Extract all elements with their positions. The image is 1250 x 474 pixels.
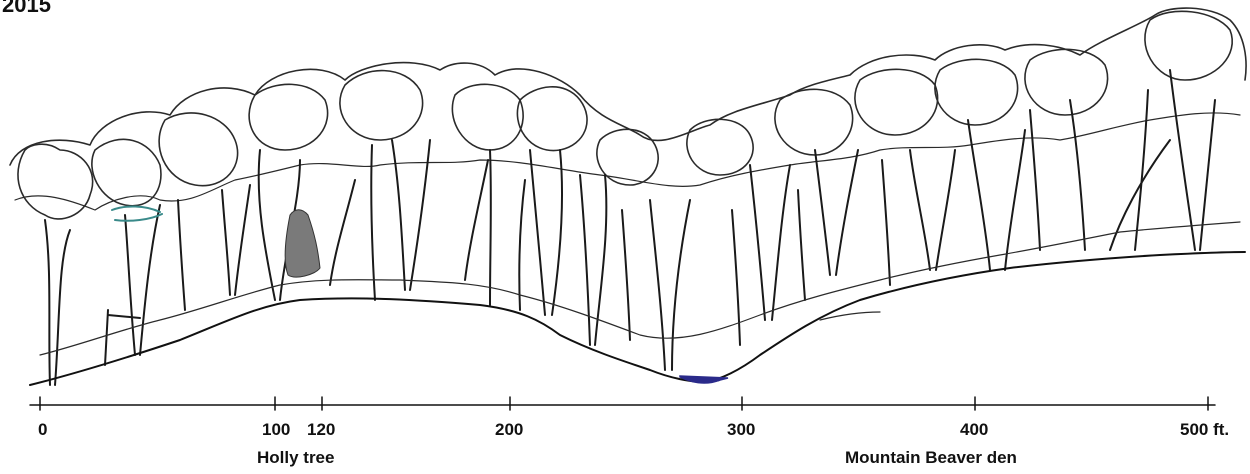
teal-mark <box>111 205 163 222</box>
axis-ticks <box>39 396 1209 411</box>
tick-label-400: 400 <box>960 420 989 439</box>
tick-label-120: 120 <box>307 420 336 439</box>
tick-label-200: 200 <box>495 420 524 439</box>
ground-profile <box>29 251 1246 386</box>
tick-label-0: 0 <box>38 420 48 439</box>
tick-label-500: 500 ft. <box>1180 420 1230 439</box>
landmark-mountain-beaver-den: Mountain Beaver den <box>845 448 1017 467</box>
canopy-inner-line <box>14 112 1241 211</box>
holly-tree-shape <box>284 209 321 278</box>
understory-line <box>39 221 1241 356</box>
tick-label-100: 100 <box>262 420 291 439</box>
landmark-holly-tree: Holly tree <box>257 448 335 467</box>
canopy-outline <box>9 7 1247 166</box>
tree-trunks <box>44 69 1216 386</box>
mountain-beaver-den-water <box>679 375 729 384</box>
year-title: 2015 <box>2 0 51 17</box>
tick-label-300: 300 <box>727 420 756 439</box>
